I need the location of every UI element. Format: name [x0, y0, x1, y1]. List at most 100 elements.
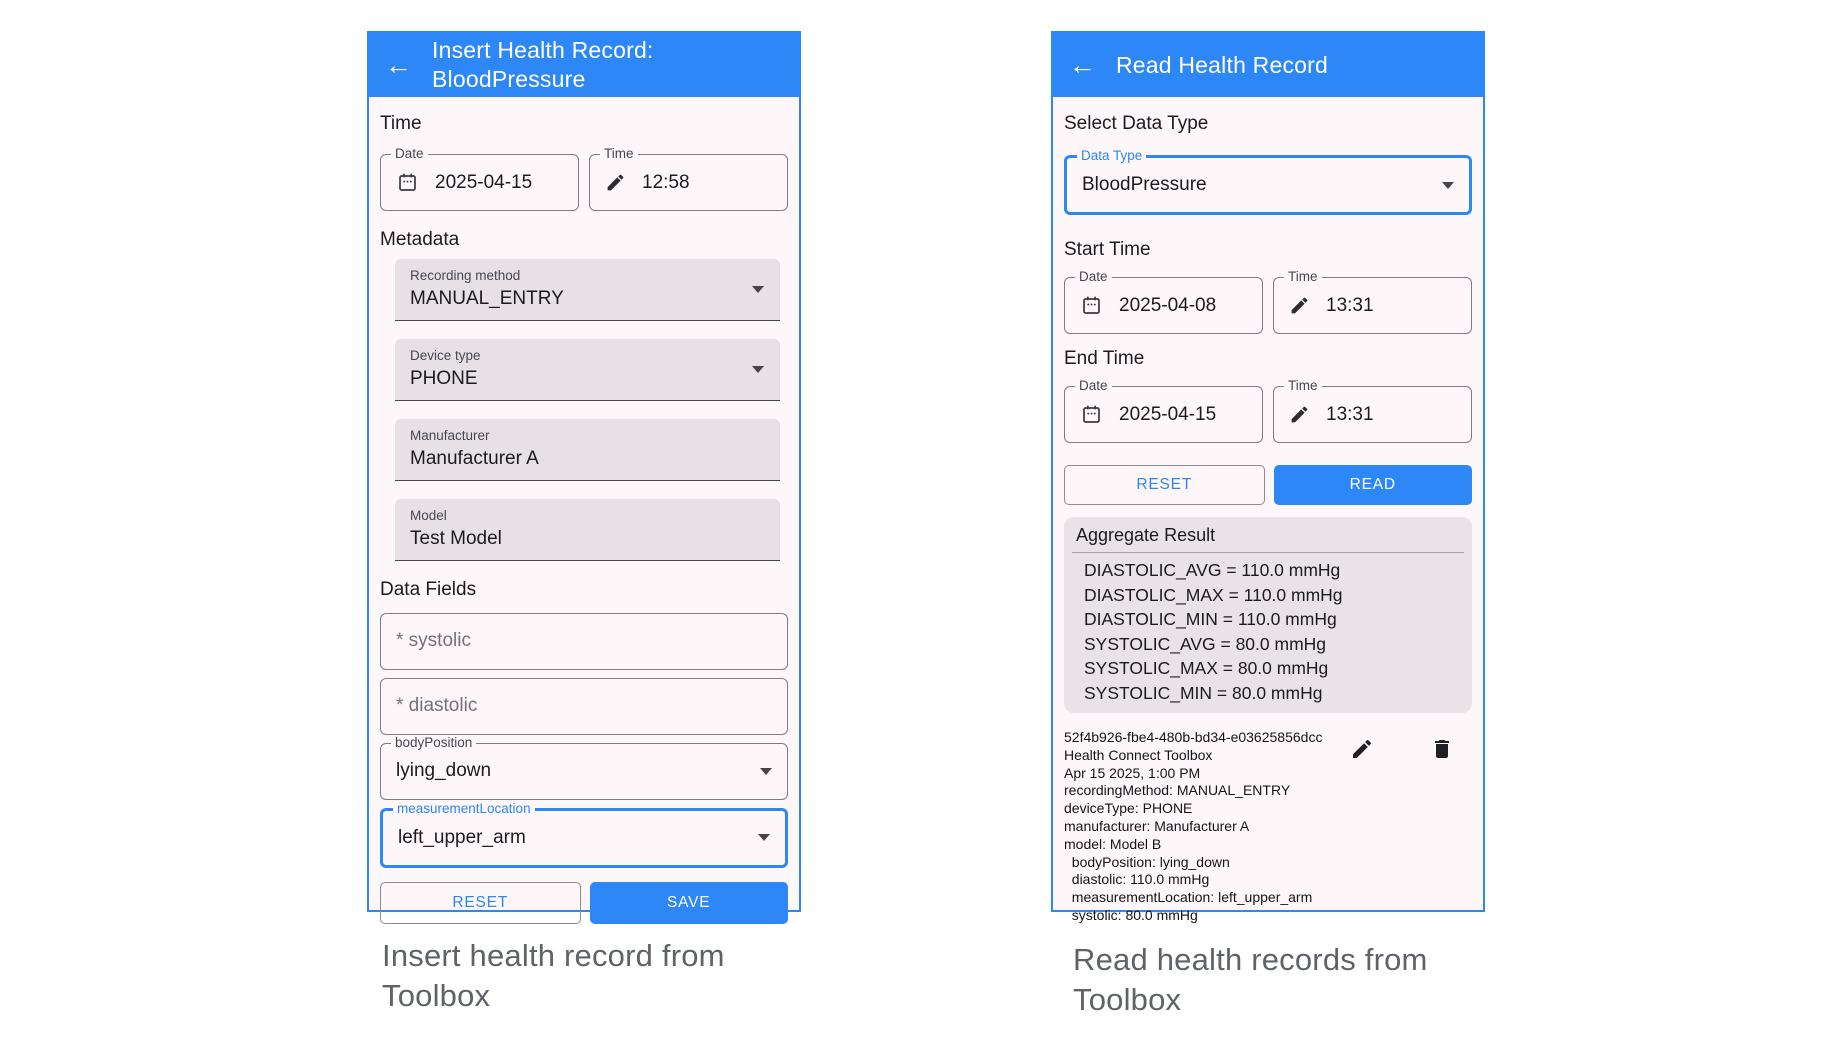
body-position-dropdown[interactable]: bodyPosition lying_down [380, 734, 788, 800]
pencil-icon [1289, 295, 1310, 316]
aggregate-row: SYSTOLIC_MIN = 80.0 mmHg [1084, 682, 1323, 703]
diastolic-input[interactable]: * diastolic [380, 677, 788, 735]
recording-method-dropdown[interactable]: Recording method MANUAL_ENTRY [395, 259, 780, 321]
measurement-location-value: left_upper_arm [398, 826, 526, 848]
data-type-value: BloodPressure [1082, 174, 1207, 195]
read-button[interactable]: READ [1273, 465, 1472, 505]
read-app-bar: ← Read Health Record [1053, 33, 1483, 97]
time-fields-row: Date 2025-04-15 Time 12:58 [380, 146, 788, 211]
measurement-location-label: measurementLocation [393, 800, 535, 817]
start-time-field[interactable]: Time 13:31 [1273, 269, 1472, 334]
metadata-fields: Recording method MANUAL_ENTRY Device typ… [380, 259, 788, 561]
device-type-dropdown[interactable]: Device type PHONE [395, 338, 780, 401]
reset-button[interactable]: RESET [380, 881, 581, 924]
record-body-position: bodyPosition: lying_down [1064, 853, 1230, 870]
end-date-field[interactable]: Date 2025-04-15 [1064, 378, 1263, 443]
start-date-label: Date [1075, 269, 1112, 286]
record-recording-method: recordingMethod: MANUAL_ENTRY [1064, 782, 1291, 799]
select-data-type-heading: Select Data Type [1064, 113, 1209, 134]
aggregate-row: SYSTOLIC_AVG = 80.0 mmHg [1084, 633, 1327, 654]
delete-record-button[interactable] [1430, 737, 1454, 761]
device-type-value: PHONE [410, 367, 478, 389]
start-date-field[interactable]: Date 2025-04-08 [1064, 269, 1263, 334]
read-content: Select Data Type Data Type BloodPressure… [1053, 97, 1483, 925]
calendar-icon [1080, 294, 1103, 317]
manufacturer-value: Manufacturer A [410, 447, 539, 469]
aggregate-result-card: Aggregate Result DIASTOLIC_AVG = 110.0 m… [1064, 517, 1472, 713]
edit-record-button[interactable] [1350, 737, 1374, 761]
record-measurement-location: measurementLocation: left_upper_arm [1064, 889, 1313, 906]
date-field-label: Date [391, 146, 428, 163]
time-field-value: 12:58 [642, 171, 690, 193]
time-field[interactable]: Time 12:58 [589, 146, 788, 211]
systolic-input[interactable]: * systolic [380, 612, 788, 670]
date-field[interactable]: Date 2025-04-15 [380, 146, 579, 211]
measurement-location-dropdown[interactable]: measurementLocation left_upper_arm [380, 800, 788, 868]
insert-app-bar: ← Insert Health Record: BloodPressure [369, 33, 799, 97]
end-time-field[interactable]: Time 13:31 [1273, 378, 1472, 443]
data-type-label: Data Type [1077, 148, 1147, 165]
insert-content: Time Date 2025-04-15 Time 12:58 [369, 97, 799, 924]
end-date-label: Date [1075, 378, 1112, 395]
record-systolic: systolic: 80.0 mmHg [1064, 906, 1198, 923]
dropdown-arrow-icon [752, 286, 764, 294]
model-label: Model [410, 507, 447, 523]
start-date-value: 2025-04-08 [1119, 294, 1217, 316]
time-section-heading: Time [380, 113, 422, 134]
data-fields: * systolic * diastolic bodyPosition lyin… [380, 612, 788, 868]
read-caption: Read health records from Toolbox [1073, 942, 1428, 1017]
body-position-label: bodyPosition [391, 734, 477, 751]
record-diastolic: diastolic: 110.0 mmHg [1064, 871, 1210, 888]
insert-buttons-row: RESET SAVE [380, 881, 788, 924]
metadata-section-heading: Metadata [380, 229, 460, 250]
record-result-item: 52f4b926-fbe4-480b-bd34-e03625856dcc Hea… [1064, 729, 1472, 925]
end-time-value: 13:31 [1326, 403, 1374, 425]
data-fields-section-heading: Data Fields [380, 578, 477, 600]
aggregate-row: DIASTOLIC_AVG = 110.0 mmHg [1084, 560, 1341, 580]
record-app-name: Health Connect Toolbox [1064, 746, 1213, 763]
device-type-label: Device type [410, 347, 481, 363]
end-time-heading: End Time [1064, 348, 1145, 369]
insert-health-record-screen: ← Insert Health Record: BloodPressure Ti… [367, 31, 801, 924]
aggregate-row: SYSTOLIC_MAX = 80.0 mmHg [1084, 658, 1329, 678]
dropdown-arrow-icon [760, 767, 772, 775]
pencil-icon [1289, 404, 1310, 425]
dropdown-arrow-icon [1442, 181, 1454, 189]
insert-caption: Insert health record from Toolbox [382, 938, 725, 1013]
record-timestamp: Apr 15 2025, 1:00 PM [1064, 764, 1201, 781]
calendar-icon [396, 171, 419, 194]
aggregate-row: DIASTOLIC_MIN = 110.0 mmHg [1084, 609, 1337, 629]
model-field[interactable]: Model Test Model [395, 498, 780, 561]
start-time-row: Date 2025-04-08 Time 13:31 [1064, 269, 1472, 334]
data-type-dropdown[interactable]: Data Type BloodPressure [1064, 148, 1472, 215]
back-arrow-icon[interactable]: ← [1069, 49, 1096, 80]
model-value: Test Model [410, 527, 502, 549]
reset-button[interactable]: RESET [1064, 465, 1265, 505]
start-time-value: 13:31 [1326, 294, 1374, 316]
time-field-label: Time [600, 146, 638, 163]
aggregate-result-title: Aggregate Result [1076, 525, 1216, 545]
read-buttons-row: RESET READ [1064, 465, 1472, 505]
insert-screen-title: Insert Health Record: BloodPressure [432, 37, 654, 92]
aggregate-row: DIASTOLIC_MAX = 110.0 mmHg [1084, 584, 1343, 605]
record-uid: 52f4b926-fbe4-480b-bd34-e03625856dcc [1064, 729, 1323, 745]
dropdown-arrow-icon [758, 834, 770, 841]
calendar-icon [1080, 403, 1103, 426]
record-model: model: Model B [1064, 835, 1162, 852]
back-arrow-icon[interactable]: ← [385, 49, 412, 80]
aggregate-divider [1072, 552, 1464, 553]
recording-method-label: Recording method [410, 268, 521, 283]
record-actions [1350, 737, 1454, 761]
body-position-value: lying_down [396, 760, 492, 781]
end-date-value: 2025-04-15 [1119, 403, 1217, 425]
read-screen-title: Read Health Record [1116, 51, 1328, 78]
manufacturer-field[interactable]: Manufacturer Manufacturer A [395, 418, 780, 481]
save-button[interactable]: SAVE [589, 881, 788, 924]
end-time-row: Date 2025-04-15 Time 13:31 [1064, 378, 1472, 443]
read-health-record-screen: ← Read Health Record Select Data Type Da… [1051, 31, 1485, 923]
diastolic-placeholder: * diastolic [396, 695, 478, 716]
date-field-value: 2025-04-15 [435, 171, 533, 193]
start-time-label: Time [1284, 269, 1322, 286]
record-manufacturer: manufacturer: Manufacturer A [1064, 817, 1250, 834]
record-device-type: deviceType: PHONE [1064, 800, 1193, 817]
